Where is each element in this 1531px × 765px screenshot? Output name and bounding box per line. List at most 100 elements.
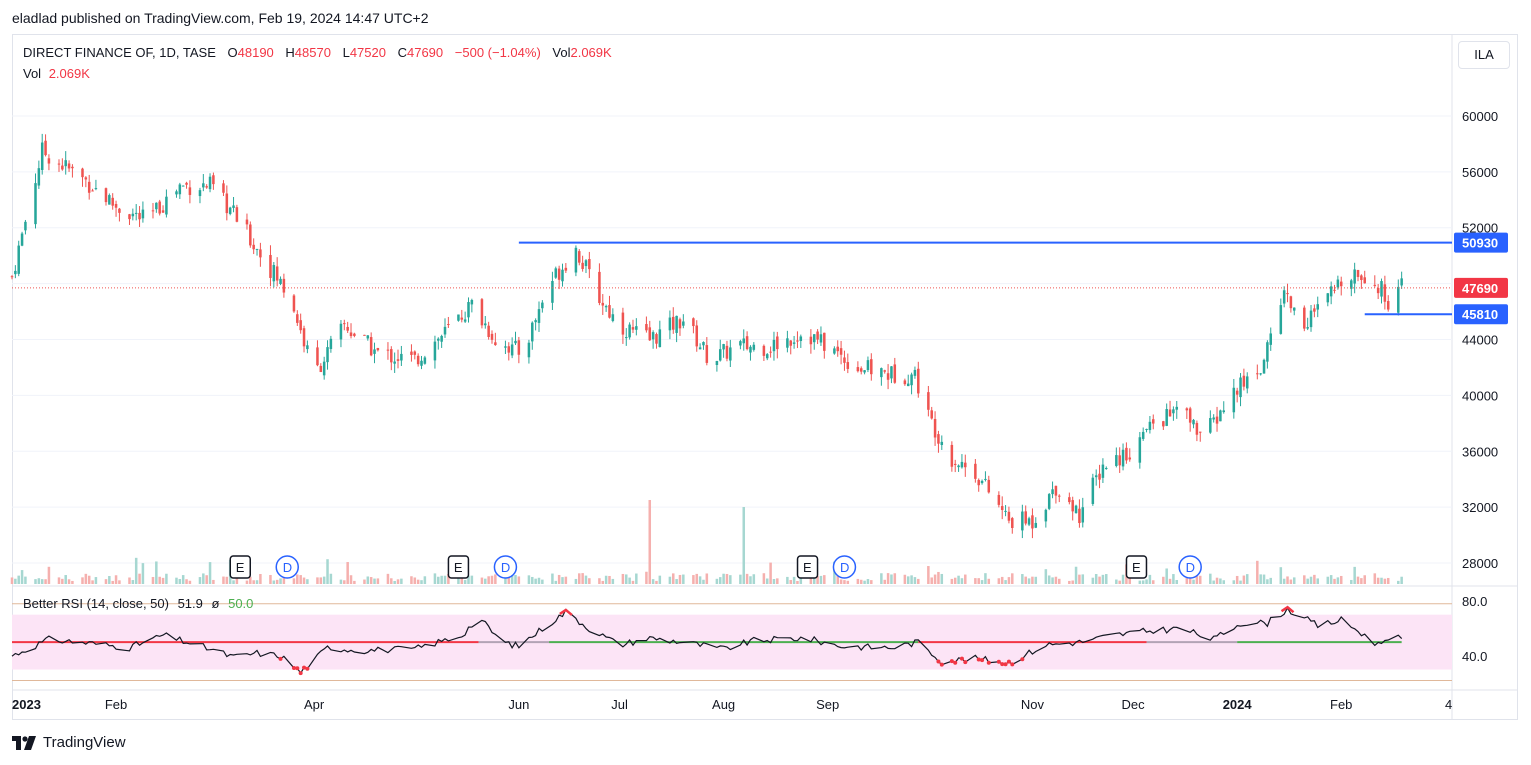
- volume-bar: [598, 578, 601, 584]
- candle-body: [1000, 506, 1004, 510]
- candle-body: [1212, 417, 1215, 420]
- price-axis-label: 45810: [1462, 307, 1498, 322]
- candle-body: [933, 418, 937, 438]
- rsi-oversold-mark: [291, 666, 296, 671]
- dividend-marker[interactable]: [275, 555, 299, 579]
- candle-body: [564, 267, 568, 271]
- volume-bar: [10, 577, 14, 584]
- volume-bar: [574, 578, 578, 584]
- candle-body: [819, 334, 823, 343]
- price-axis-label: 47690: [1462, 281, 1498, 296]
- dividend-marker-label: D: [840, 560, 849, 575]
- candle-body: [1058, 495, 1061, 497]
- rsi-value: 51.9: [177, 596, 203, 611]
- candle-body: [1266, 342, 1269, 362]
- candle-body: [322, 361, 326, 376]
- volume-bar: [588, 578, 591, 584]
- volume-bar: [1316, 578, 1319, 584]
- candle-body: [1098, 473, 1101, 480]
- candle-body: [316, 347, 319, 366]
- candle-body: [1044, 509, 1048, 522]
- candle-body: [410, 351, 413, 355]
- candle-body: [1256, 373, 1259, 375]
- candle-body: [799, 336, 803, 342]
- candle-body: [960, 461, 964, 468]
- candle-body: [937, 434, 940, 444]
- volume-bar: [678, 574, 682, 584]
- candle-body: [87, 181, 91, 193]
- volume-bar: [118, 580, 121, 584]
- volume-bar: [1313, 574, 1316, 584]
- candle-body: [400, 353, 403, 361]
- volume-bar: [927, 566, 930, 584]
- dividend-marker[interactable]: [832, 555, 857, 579]
- volume-bar: [648, 500, 652, 584]
- earnings-marker-label: E: [803, 560, 812, 575]
- candle-body: [1316, 304, 1319, 310]
- candle-body: [1232, 387, 1236, 413]
- candle-body: [1215, 416, 1219, 424]
- earnings-marker[interactable]: [229, 555, 252, 579]
- volume-bar: [1121, 574, 1125, 584]
- volume-bar: [910, 575, 913, 584]
- candle-body: [930, 410, 933, 419]
- candle-body: [1101, 464, 1105, 478]
- candle-body: [953, 463, 957, 465]
- volume-bar: [1242, 575, 1246, 584]
- earnings-marker[interactable]: [796, 555, 819, 579]
- candle-body: [1031, 515, 1034, 529]
- candle-body: [245, 219, 249, 225]
- candle-body: [977, 479, 980, 486]
- volume-bar: [134, 557, 138, 584]
- currency-button[interactable]: ILA: [1458, 41, 1510, 69]
- candle-body: [984, 478, 987, 480]
- candle-body: [846, 362, 850, 369]
- candle-body: [1303, 307, 1306, 329]
- candle-body: [927, 392, 930, 410]
- volume-bar: [1292, 577, 1296, 584]
- candle-body: [1141, 431, 1145, 439]
- candle-body: [346, 326, 349, 331]
- candle-body: [974, 463, 977, 479]
- candle-body: [917, 368, 920, 394]
- volume-bar: [1034, 576, 1038, 584]
- volume-bar: [531, 576, 534, 584]
- volume-bar: [651, 579, 655, 584]
- volume-bar: [104, 579, 108, 584]
- dividend-marker[interactable]: [1178, 555, 1202, 579]
- candle-body: [108, 195, 111, 205]
- candle-body: [715, 360, 719, 365]
- volume-bar: [346, 562, 349, 584]
- candle-body: [1168, 409, 1172, 417]
- candle-body: [67, 163, 71, 169]
- rsi-oversold-mark: [996, 659, 1001, 664]
- volume-bar: [792, 576, 796, 584]
- candle-body: [762, 345, 766, 356]
- volume-bar: [480, 577, 484, 584]
- volume-bar: [484, 578, 487, 584]
- earnings-marker[interactable]: [447, 555, 470, 579]
- earnings-marker[interactable]: [1125, 555, 1148, 579]
- candle-body: [655, 334, 658, 344]
- candle-body: [987, 479, 991, 493]
- volume-bar: [1162, 576, 1165, 584]
- candle-body: [1115, 455, 1118, 466]
- volume-bar: [437, 576, 440, 584]
- candle-body: [1125, 447, 1128, 461]
- candle-body: [158, 201, 161, 214]
- tradingview-footer[interactable]: TradingView: [12, 734, 126, 751]
- candle-body: [1192, 419, 1195, 425]
- candle-body: [1071, 500, 1074, 512]
- volume-bar: [1198, 575, 1202, 584]
- symbol-title[interactable]: DIRECT FINANCE OF, 1D, TASE: [23, 45, 216, 60]
- rsi-legend[interactable]: Better RSI (14, close, 50) 51.9 ø 50.0: [23, 596, 253, 611]
- rsi-oversold-mark: [302, 665, 307, 670]
- volume-bar: [718, 577, 722, 584]
- dividend-marker[interactable]: [493, 555, 518, 579]
- candle-body: [178, 184, 182, 195]
- candle-body: [890, 366, 893, 379]
- volume-legend[interactable]: Vol 2.069K: [23, 66, 90, 81]
- volume-bar: [705, 573, 709, 584]
- candle-body: [20, 233, 24, 246]
